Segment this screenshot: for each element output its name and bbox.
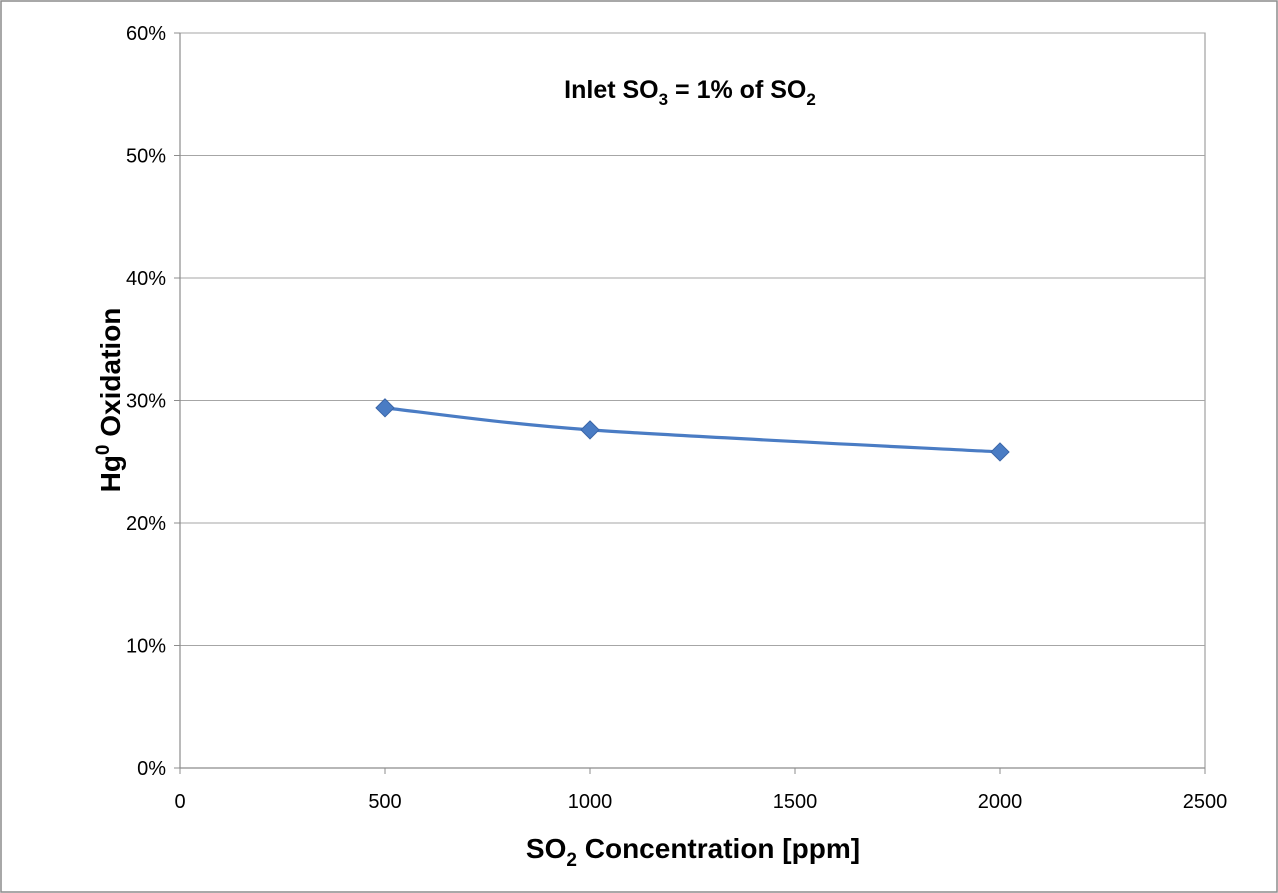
x-axis-label: SO2 Concentration [ppm]: [526, 833, 860, 871]
y-tick-label: 50%: [126, 146, 166, 168]
x-tick-labels: 0 500 1000 1500 2000 2500: [174, 791, 1227, 813]
x-tick-label: 1000: [568, 791, 613, 813]
data-point-marker: [375, 398, 395, 418]
x-tick-label: 2500: [1183, 791, 1228, 813]
x-tick-label: 2000: [978, 791, 1023, 813]
y-tick-label: 20%: [126, 513, 166, 535]
data-markers: [375, 398, 1010, 462]
y-axis-label: Hg0 Oxidation: [93, 308, 126, 493]
series-path: [384, 406, 1001, 454]
data-point-marker: [990, 442, 1010, 462]
y-tick-label: 60%: [126, 23, 166, 45]
axes: [174, 32, 1206, 774]
gridlines: [180, 32, 1205, 646]
y-tick-label: 0%: [137, 758, 166, 780]
data-point-marker: [580, 420, 600, 440]
series-line: [384, 406, 1001, 454]
x-tick-label: 1500: [773, 791, 818, 813]
chart-title: Inlet SO3 = 1% of SO2: [564, 76, 816, 109]
y-tick-label: 10%: [126, 636, 166, 658]
x-tick-label: 0: [174, 791, 185, 813]
y-tick-labels: 0% 10% 20% 30% 40% 50% 60%: [126, 23, 166, 780]
y-tick-label: 40%: [126, 268, 166, 290]
x-tick-label: 500: [368, 791, 401, 813]
y-tick-label: 30%: [126, 391, 166, 413]
